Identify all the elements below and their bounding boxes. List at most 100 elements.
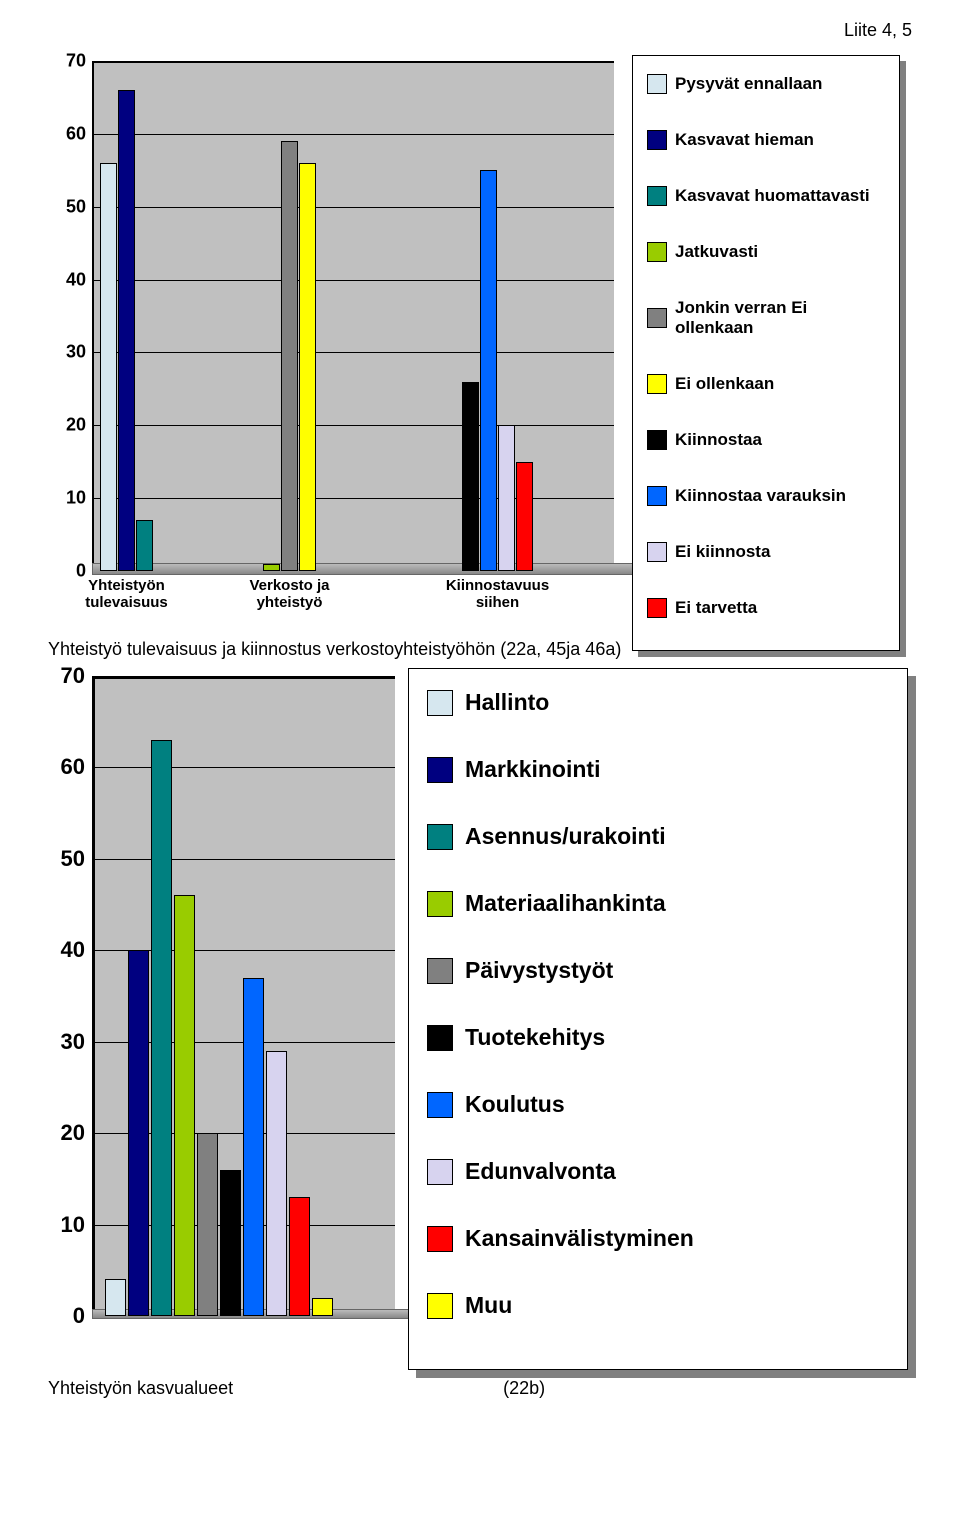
legend-label: Kiinnostaa varauksin bbox=[675, 486, 846, 506]
legend-swatch bbox=[427, 757, 453, 783]
chart1-ytick: 60 bbox=[66, 123, 86, 144]
chart1-xcat: Verkosto ja yhteistyö bbox=[220, 577, 360, 612]
chart2-legend-item: Koulutus bbox=[427, 1091, 889, 1118]
legend-label: Jatkuvasti bbox=[675, 242, 758, 262]
chart2-bar bbox=[266, 1051, 287, 1316]
chart2-legend-item: Markkinointi bbox=[427, 756, 889, 783]
chart2-caption: Yhteistyön kasvualueet (22b) bbox=[48, 1378, 912, 1399]
chart2-legend-item: Edunvalvonta bbox=[427, 1158, 889, 1185]
legend-label: Asennus/urakointi bbox=[465, 823, 666, 850]
legend-swatch bbox=[647, 74, 667, 94]
chart2-ytick: 40 bbox=[61, 937, 85, 963]
chart1-legend: Pysyvät ennallaan Kasvavat hieman Kasvavat… bbox=[632, 55, 900, 651]
legend-label: Materiaalihankinta bbox=[465, 890, 666, 917]
chart1-legend-item: Kasvavat huomattavasti bbox=[647, 186, 885, 206]
chart1-bar bbox=[281, 141, 298, 571]
legend-label: Muu bbox=[465, 1292, 512, 1319]
chart2-bar bbox=[105, 1279, 126, 1316]
chart1-legend-item: Kiinnostaa varauksin bbox=[647, 486, 885, 506]
legend-swatch bbox=[427, 1293, 453, 1319]
chart1-legend-item: Kiinnostaa bbox=[647, 430, 885, 450]
chart1-bar bbox=[100, 163, 117, 571]
legend-swatch bbox=[647, 242, 667, 262]
chart2-bar bbox=[151, 740, 172, 1316]
legend-label: Edunvalvonta bbox=[465, 1158, 616, 1185]
chart1-plot: 010203040506070Yhteistyön tulevaisuusVer… bbox=[92, 61, 614, 573]
chart1: 010203040506070Yhteistyön tulevaisuusVer… bbox=[48, 61, 912, 621]
legend-label: Kasvavat huomattavasti bbox=[675, 186, 870, 206]
legend-swatch bbox=[427, 1159, 453, 1185]
chart2-ytick: 10 bbox=[61, 1212, 85, 1238]
chart1-bar bbox=[118, 90, 135, 571]
chart2-ytick: 20 bbox=[61, 1120, 85, 1146]
legend-swatch bbox=[647, 598, 667, 618]
chart2-legend-item: Asennus/urakointi bbox=[427, 823, 889, 850]
chart2-bar bbox=[197, 1133, 218, 1316]
chart2-bar bbox=[220, 1170, 241, 1316]
page-header: Liite 4, 5 bbox=[48, 20, 912, 41]
chart1-bar bbox=[263, 564, 280, 571]
legend-label: Kiinnostaa bbox=[675, 430, 762, 450]
chart1-legend-item: Pysyvät ennallaan bbox=[647, 74, 885, 94]
chart2-bar bbox=[128, 950, 149, 1316]
legend-label: Ei kiinnosta bbox=[675, 542, 770, 562]
chart1-ytick: 20 bbox=[66, 415, 86, 436]
chart2-plot: 010203040506070 bbox=[92, 676, 395, 1318]
legend-swatch bbox=[647, 486, 667, 506]
legend-label: Jonkin verran Ei ollenkaan bbox=[675, 298, 885, 338]
chart1-legend-item: Jonkin verran Ei ollenkaan bbox=[647, 298, 885, 338]
chart2-ytick: 50 bbox=[61, 846, 85, 872]
chart1-bar bbox=[462, 382, 479, 571]
chart2-bar bbox=[243, 978, 264, 1316]
chart2-caption-right: (22b) bbox=[503, 1378, 545, 1399]
legend-label: Ei tarvetta bbox=[675, 598, 757, 618]
legend-label: Hallinto bbox=[465, 689, 549, 716]
legend-swatch bbox=[647, 130, 667, 150]
legend-label: Kasvavat hieman bbox=[675, 130, 814, 150]
chart2-bar bbox=[174, 895, 195, 1316]
chart1-bar bbox=[136, 520, 153, 571]
legend-label: Päivystystyöt bbox=[465, 957, 613, 984]
chart2-legend-item: Hallinto bbox=[427, 689, 889, 716]
chart1-ytick: 30 bbox=[66, 342, 86, 363]
chart1-legend-item: Ei tarvetta bbox=[647, 598, 885, 618]
chart2-legend: Hallinto Markkinointi Asennus/urakointi Mat… bbox=[408, 668, 908, 1370]
chart2-ytick: 30 bbox=[61, 1029, 85, 1055]
chart2-bar bbox=[289, 1197, 310, 1316]
legend-swatch bbox=[427, 1226, 453, 1252]
chart1-legend-item: Kasvavat hieman bbox=[647, 130, 885, 150]
chart1-ytick: 70 bbox=[66, 51, 86, 72]
chart1-legend-item: Jatkuvasti bbox=[647, 242, 885, 262]
legend-swatch bbox=[427, 1092, 453, 1118]
legend-swatch bbox=[647, 308, 667, 328]
legend-label: Tuotekehitys bbox=[465, 1024, 605, 1051]
chart1-ytick: 10 bbox=[66, 488, 86, 509]
chart2-ytick: 70 bbox=[61, 663, 85, 689]
chart2-legend-item: Tuotekehitys bbox=[427, 1024, 889, 1051]
legend-swatch bbox=[647, 186, 667, 206]
legend-swatch bbox=[427, 824, 453, 850]
legend-swatch bbox=[427, 891, 453, 917]
legend-label: Kansainvälistyminen bbox=[465, 1225, 694, 1252]
chart1-legend-item: Ei ollenkaan bbox=[647, 374, 885, 394]
legend-label: Pysyvät ennallaan bbox=[675, 74, 822, 94]
legend-swatch bbox=[647, 374, 667, 394]
legend-label: Ei ollenkaan bbox=[675, 374, 774, 394]
chart2-legend-item: Materiaalihankinta bbox=[427, 890, 889, 917]
chart2-ytick: 60 bbox=[61, 754, 85, 780]
chart2-bar bbox=[312, 1298, 333, 1316]
chart1-xcat: Yhteistyön tulevaisuus bbox=[57, 577, 197, 612]
legend-label: Markkinointi bbox=[465, 756, 600, 783]
chart2-legend-item: Kansainvälistyminen bbox=[427, 1225, 889, 1252]
chart1-legend-item: Ei kiinnosta bbox=[647, 542, 885, 562]
chart2-caption-left: Yhteistyön kasvualueet bbox=[48, 1378, 233, 1398]
chart2-legend-item: Päivystystyöt bbox=[427, 957, 889, 984]
legend-swatch bbox=[427, 958, 453, 984]
legend-swatch bbox=[647, 430, 667, 450]
legend-label: Koulutus bbox=[465, 1091, 565, 1118]
legend-swatch bbox=[647, 542, 667, 562]
chart1-ytick: 40 bbox=[66, 269, 86, 290]
chart1-bar bbox=[516, 462, 533, 571]
legend-swatch bbox=[427, 690, 453, 716]
chart2-legend-item: Muu bbox=[427, 1292, 889, 1319]
